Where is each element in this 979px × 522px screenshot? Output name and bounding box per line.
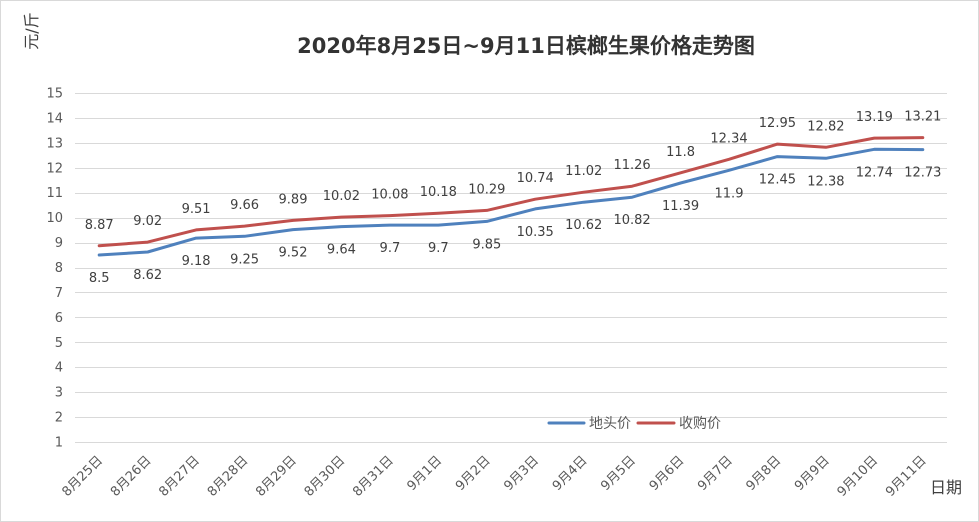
- y-tick-label: 15: [46, 87, 63, 102]
- data-label: 10.35: [517, 225, 554, 240]
- data-label: 11.8: [666, 145, 695, 160]
- gridlines: [75, 93, 947, 443]
- data-label: 9.89: [279, 192, 308, 207]
- series-line-2: [97, 136, 925, 248]
- data-label: 10.29: [468, 182, 505, 197]
- data-label: 11.39: [662, 199, 699, 214]
- legend: 地头价 收购价: [547, 416, 721, 432]
- y-tick-label: 1: [55, 436, 63, 451]
- data-label: 12.34: [710, 131, 747, 146]
- data-label: 9.64: [327, 243, 356, 258]
- data-label: 9.85: [472, 237, 501, 252]
- data-label: 9.18: [182, 254, 211, 269]
- y-tick-label: 8: [55, 261, 63, 276]
- data-label: 9.51: [182, 202, 211, 217]
- data-label: 10.08: [371, 188, 408, 203]
- y-tick-label: 6: [55, 311, 63, 326]
- data-label: 10.82: [613, 213, 650, 228]
- data-label: 10.02: [323, 189, 360, 204]
- data-label: 8.62: [133, 268, 162, 283]
- data-label: 8.87: [85, 218, 114, 233]
- legend-label: 收购价: [679, 416, 721, 432]
- y-tick-label: 12: [46, 161, 63, 176]
- series-lines: [97, 136, 925, 257]
- data-labels: 8.5 8.62 9.18 9.25 9.52 9.64 9.7 9.7 9.85 10.35 10…: [85, 110, 942, 286]
- data-label: 11.9: [715, 186, 744, 201]
- y-tick-label: 7: [55, 286, 63, 301]
- data-label: 10.62: [565, 218, 602, 233]
- y-tick-label: 14: [46, 111, 63, 126]
- data-label: 9.52: [279, 246, 308, 261]
- y-tick-label: 9: [55, 236, 63, 251]
- data-label: 10.74: [517, 171, 554, 186]
- data-label: 11.26: [613, 158, 650, 173]
- y-tick-label: 4: [55, 361, 63, 376]
- data-label: 9.7: [428, 241, 449, 256]
- y-tick-label: 10: [46, 211, 63, 226]
- data-label: 10.18: [420, 185, 457, 200]
- data-label: 12.45: [759, 173, 796, 188]
- data-label: 9.66: [230, 198, 259, 213]
- data-label: 12.38: [807, 174, 844, 189]
- x-axis-title: 日期: [930, 478, 962, 497]
- y-tick-label: 5: [55, 336, 63, 351]
- y-tick-label: 11: [46, 186, 63, 201]
- legend-item: 收购价: [636, 416, 721, 432]
- data-label: 11.02: [565, 164, 602, 179]
- y-tick-label: 3: [55, 386, 63, 401]
- data-label: 12.82: [807, 119, 844, 134]
- data-label: 12.95: [759, 116, 796, 131]
- y-axis-title: 元/斤: [22, 12, 41, 49]
- data-label: 13.19: [856, 110, 893, 125]
- series-line-1: [97, 147, 925, 257]
- data-label: 8.5: [89, 271, 110, 286]
- data-label: 12.73: [904, 166, 941, 181]
- y-tick-label: 2: [55, 411, 63, 426]
- data-label: 9.7: [380, 241, 401, 256]
- data-label: 12.74: [856, 165, 893, 180]
- y-tick-label: 13: [46, 136, 63, 151]
- data-label: 9.02: [133, 214, 162, 229]
- data-label: 9.25: [230, 252, 259, 267]
- data-label: 13.21: [904, 110, 941, 125]
- chart-title: 2020年8月25日~9月11日槟榔生果价格走势图: [297, 34, 755, 58]
- legend-label: 地头价: [589, 416, 631, 432]
- legend-item: 地头价: [547, 416, 631, 432]
